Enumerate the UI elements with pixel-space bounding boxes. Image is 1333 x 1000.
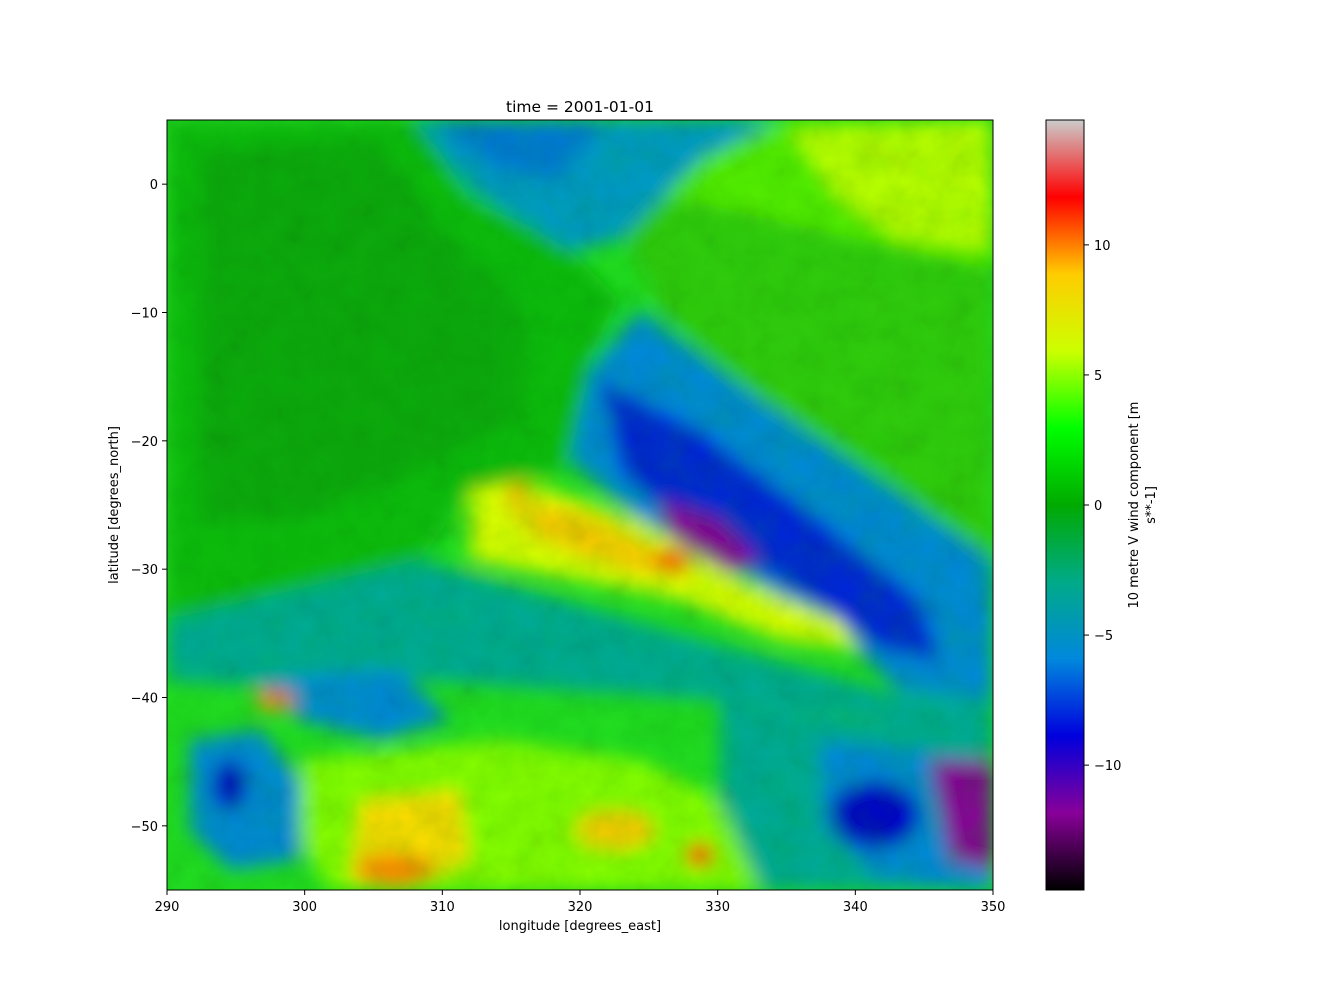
heatmap-field [167,120,993,890]
y-tick-label: −50 [131,820,158,835]
y-axis: 0 −10 −20 −30 −40 −50 [131,178,167,835]
x-tick-label: 350 [981,900,1006,915]
x-tick-label: 330 [705,900,730,915]
y-tick-label: −20 [131,435,158,450]
x-tick-label: 290 [155,900,180,915]
x-tick-label: 310 [430,900,455,915]
x-axis: 290 300 310 320 330 340 350 [155,890,1006,915]
y-tick-label: −30 [131,563,158,578]
y-tick-label: −10 [131,307,158,322]
y-tick-label: 0 [150,178,158,193]
x-axis-label: longitude [degrees_east] [499,919,661,934]
colorbar-tick-label: −5 [1094,629,1113,644]
colorbar-tick-label: 10 [1094,239,1111,254]
colorbar-axis: 10 5 0 −5 −10 [1084,239,1121,774]
colorbar-tick-label: 0 [1094,499,1102,514]
x-tick-label: 320 [568,900,593,915]
colorbar-tick-label: −10 [1094,759,1121,774]
colorbar-label-line2: s**-1] [1144,486,1159,524]
colorbar-label-line1: 10 metre V wind component [m [1127,402,1142,609]
x-tick-label: 300 [292,900,317,915]
x-tick-label: 340 [843,900,868,915]
y-axis-label: latitude [degrees_north] [107,426,122,584]
colorbar [1045,119,1085,891]
chart-title: time = 2001-01-01 [506,98,654,116]
y-tick-label: −40 [131,692,158,707]
colorbar-tick-label: 5 [1094,369,1102,384]
